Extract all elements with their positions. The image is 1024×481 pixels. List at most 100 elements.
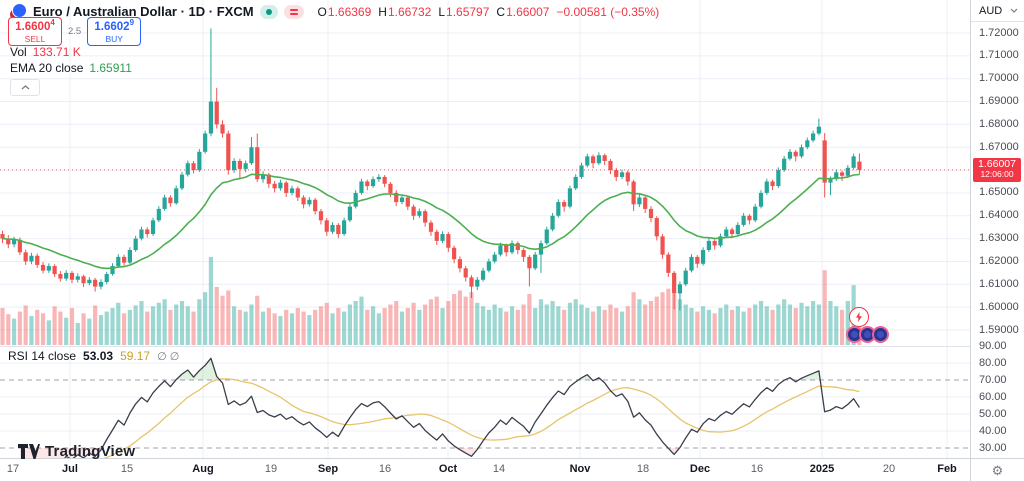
candle (527, 256, 532, 269)
tradingview-logo[interactable]: TradingView (18, 443, 135, 460)
candle (550, 215, 555, 230)
currency-label: AUD (979, 4, 1003, 17)
ohlc-values: O 1.66369 H 1.66732 L 1.65797 C 1.66007 −0.0… (318, 5, 660, 19)
volume-bar (174, 304, 179, 345)
time-axis-label: 16 (750, 463, 764, 475)
volume-bar (625, 306, 630, 345)
volume-bar (249, 304, 254, 345)
volume-bar (336, 308, 341, 345)
price-axis[interactable]: AUD 1.66007 12:06:00 ⚙ 1.72000 1.71000 1.7… (970, 0, 1024, 481)
volume-bar (64, 317, 69, 345)
time-axis-label: Oct (438, 463, 458, 475)
candle (0, 234, 5, 239)
volume-bar (480, 306, 486, 345)
volume-bar (40, 313, 46, 345)
price-axis-label: 1.69000 (979, 95, 1019, 108)
volume-label: Vol (10, 45, 27, 59)
candle (133, 238, 138, 251)
rsi-axis-label: 60.00 (979, 390, 1007, 403)
volume-bar (648, 301, 654, 345)
candle (110, 266, 115, 275)
candle (295, 188, 300, 198)
time-axis[interactable]: 17 Jul 15 Aug 19 Sep 16 Oct 14 Nov 18 Dec 16 2025 20 Fe… (0, 458, 970, 481)
time-axis-label: Jul (62, 463, 78, 475)
candle (816, 126, 821, 134)
candle (260, 174, 266, 180)
candle (770, 181, 775, 187)
volume-bar (677, 299, 683, 345)
candle (463, 268, 468, 278)
volume-bar (278, 315, 283, 345)
volume-bar (533, 308, 538, 345)
price-axis-label: 1.71000 (979, 49, 1019, 62)
legend-collapse-button[interactable] (10, 79, 40, 96)
gear-icon[interactable]: ⚙ (991, 462, 1004, 478)
candle (40, 264, 46, 271)
time-axis-label: 16 (378, 463, 392, 475)
tradingview-logo-text: TradingView (45, 443, 136, 460)
candle (208, 101, 214, 134)
currency-selector[interactable]: AUD (971, 0, 1024, 22)
volume-bar (619, 311, 625, 345)
candle (504, 245, 509, 253)
volume-bar (150, 306, 156, 345)
volume-bar (735, 306, 740, 345)
volume-bar (666, 288, 671, 345)
price-axis-label: 1.60000 (979, 300, 1019, 313)
close-value: 1.66007 (506, 4, 550, 19)
candle (567, 188, 573, 207)
candle (602, 155, 607, 161)
market-status-icon[interactable] (259, 4, 278, 19)
candle (672, 272, 677, 294)
candle (643, 197, 648, 209)
volume-bar (255, 295, 260, 345)
instant-trading-icon[interactable] (849, 307, 869, 327)
candle (735, 224, 740, 235)
volume-bar (145, 311, 150, 345)
volume-bar (469, 292, 474, 345)
quick-menu-icon[interactable] (283, 4, 304, 19)
sell-button[interactable]: 1.66004 SELL (8, 17, 62, 46)
candle (579, 165, 584, 177)
candle (243, 163, 248, 169)
candle (782, 158, 787, 171)
high-value: 1.66732 (387, 4, 432, 19)
broker-bubbles-icon[interactable] (846, 326, 889, 343)
candle (127, 250, 132, 263)
volume-bar (475, 302, 480, 345)
volume-bar (342, 311, 347, 345)
volume-bar (203, 292, 208, 345)
volume-bar (787, 304, 793, 345)
buy-button[interactable]: 1.66029 BUY (87, 17, 142, 46)
axis-settings-corner[interactable]: ⚙ (971, 458, 1024, 481)
volume-bar (307, 315, 312, 345)
candle (741, 215, 746, 225)
volume-bar (544, 304, 549, 345)
chevron-up-icon (21, 85, 29, 90)
candle (139, 229, 144, 239)
candle (353, 192, 358, 207)
broker-bubble-icon (872, 326, 889, 343)
volume-bar (706, 309, 711, 345)
candle (614, 170, 619, 177)
candle (822, 140, 827, 183)
price-axis-label: 1.59000 (979, 323, 1019, 336)
volume-bar (365, 309, 370, 345)
candle (330, 224, 335, 232)
low-value: 1.65797 (446, 4, 490, 19)
volume-bar (87, 318, 92, 345)
volume-bar (411, 302, 416, 345)
candle (573, 176, 578, 189)
candle (446, 234, 451, 248)
candle (475, 279, 480, 287)
volume-bar (289, 313, 295, 345)
candle (619, 172, 625, 177)
candle (729, 229, 735, 235)
price-axis-label: 1.72000 (979, 26, 1019, 39)
rsi-hidden-values: ∅ ∅ (157, 351, 180, 363)
volume-bar (104, 311, 109, 345)
candle (839, 172, 845, 176)
symbol-title[interactable]: Euro / Australian Dollar · 1D · FXCM (33, 4, 254, 19)
volume-bar (359, 296, 364, 345)
